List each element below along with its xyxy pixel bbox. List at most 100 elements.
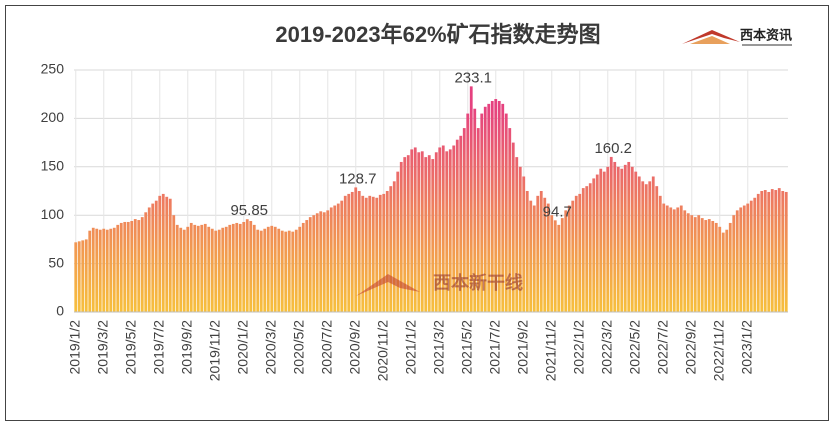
bar	[161, 193, 165, 312]
x-tick-label: 2019/1/2	[66, 320, 82, 375]
bar	[322, 212, 326, 312]
bar	[616, 166, 620, 312]
bar	[95, 228, 99, 312]
bar	[644, 184, 648, 312]
bar	[480, 113, 484, 312]
y-tick-label: 100	[41, 206, 65, 222]
x-tick-label: 2020/3/2	[262, 320, 278, 375]
x-tick-label: 2020/11/2	[374, 320, 390, 381]
bar	[151, 203, 155, 312]
bar	[627, 161, 631, 312]
bar	[637, 176, 641, 312]
bar	[263, 228, 267, 312]
bar	[602, 171, 606, 312]
bar	[154, 200, 158, 312]
bar	[665, 205, 669, 312]
bar	[445, 151, 449, 312]
x-tick-label: 2022/5/2	[626, 320, 642, 375]
bar	[168, 198, 172, 312]
bar	[245, 219, 249, 312]
bar	[448, 149, 452, 312]
bar	[123, 221, 127, 312]
y-tick-label: 250	[41, 61, 65, 77]
bar	[462, 128, 466, 312]
bar	[312, 215, 316, 312]
bar	[525, 191, 529, 312]
bar	[235, 222, 239, 312]
x-tick-label: 2019/11/2	[206, 320, 222, 381]
x-tick-label: 2019/9/2	[178, 320, 194, 375]
bar	[207, 226, 211, 312]
bar	[546, 203, 550, 312]
bar	[242, 221, 246, 312]
bar	[399, 161, 403, 312]
bar	[746, 203, 750, 312]
bar	[756, 193, 760, 312]
bar	[459, 135, 463, 312]
bar	[371, 196, 375, 312]
bar	[361, 195, 365, 312]
bar	[536, 195, 540, 312]
x-tick-label: 2019/3/2	[94, 320, 110, 375]
bar	[651, 176, 655, 312]
bar	[340, 200, 344, 312]
bar	[438, 147, 442, 312]
bar	[189, 222, 193, 312]
bar	[434, 152, 438, 312]
bar	[662, 203, 666, 312]
x-tick-label: 2022/3/2	[598, 320, 614, 375]
bar	[613, 161, 617, 312]
bar	[550, 215, 554, 312]
bar	[102, 228, 106, 312]
bar	[574, 195, 578, 312]
bar	[469, 86, 473, 313]
bar	[126, 221, 130, 312]
bar	[74, 242, 78, 312]
bar	[431, 159, 435, 312]
bar	[777, 188, 781, 312]
bar	[620, 168, 624, 312]
bar	[658, 195, 662, 312]
value-label: 160.2	[594, 140, 632, 157]
bar	[413, 147, 417, 312]
bar	[539, 191, 543, 312]
bar	[378, 194, 382, 312]
bar	[763, 190, 767, 312]
bar	[714, 222, 718, 312]
bar	[105, 229, 109, 312]
bar	[368, 195, 372, 312]
x-tick-label: 2020/7/2	[318, 320, 334, 375]
bar	[403, 157, 407, 312]
bar	[172, 215, 176, 312]
bar	[599, 168, 603, 312]
bar	[522, 176, 526, 312]
x-tick-label: 2021/11/2	[542, 320, 558, 381]
bar	[109, 228, 113, 312]
bar	[490, 100, 494, 312]
bar	[529, 200, 533, 312]
bar	[623, 164, 627, 312]
bar	[781, 191, 785, 312]
bar	[760, 191, 764, 312]
bar	[420, 151, 424, 312]
bar	[116, 224, 120, 312]
bar	[382, 193, 386, 312]
bar	[98, 229, 102, 312]
bar	[81, 240, 85, 312]
bar	[196, 225, 200, 312]
bar	[735, 210, 739, 312]
bar	[333, 205, 337, 312]
bar	[630, 166, 634, 312]
bar	[466, 113, 470, 312]
bar	[567, 205, 571, 312]
bar	[305, 220, 309, 312]
bar	[175, 224, 179, 312]
bar	[256, 229, 260, 312]
bar	[238, 223, 242, 312]
bar	[473, 108, 477, 312]
bar	[452, 145, 456, 312]
bar	[91, 227, 95, 312]
bar	[357, 191, 361, 312]
bar	[200, 224, 204, 312]
bar	[721, 232, 725, 312]
